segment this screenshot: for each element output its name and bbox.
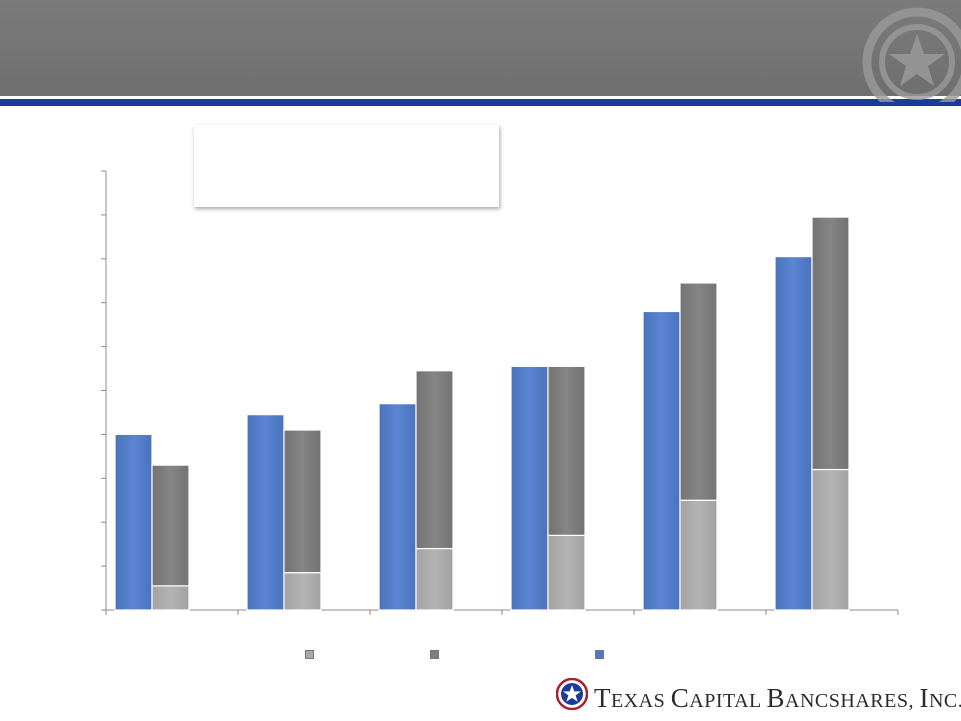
bar-blue-s0-c5 <box>774 256 813 611</box>
bar-gray-s1-c1 <box>283 429 322 574</box>
bar-blue-s0-c2 <box>378 403 417 611</box>
bar-blue-s0-c3 <box>510 365 549 611</box>
brand-initial-1: T <box>594 683 611 713</box>
bar-gray-s0-c0 <box>151 585 190 611</box>
bar-gray-s0-c3 <box>547 534 586 611</box>
bar-blue-s0-c4 <box>642 310 681 611</box>
brand-initial-3: B <box>766 683 786 713</box>
bar-gray-s1-c2 <box>415 370 454 550</box>
bar-gray-s0-c5 <box>811 468 850 611</box>
bar-gray-s1-c4 <box>679 282 718 501</box>
bar-gray-s0-c4 <box>679 499 718 611</box>
bar-gray-s1-c3 <box>547 365 586 536</box>
chart-legend <box>0 648 961 662</box>
brand-rest-2: APITAL <box>689 690 767 712</box>
company-brand: TEXAS CAPITAL BANCSHARES, INC.® <box>555 677 961 713</box>
brand-rest-3: ANCSHARES, <box>785 690 920 712</box>
bar-gray-s1-c5 <box>811 216 850 471</box>
callout-box <box>194 125 499 207</box>
header-divider-white <box>0 96 961 99</box>
company-name: TEXAS CAPITAL BANCSHARES, INC.® <box>594 683 961 714</box>
bar-gray-s0-c1 <box>283 572 322 611</box>
header-divider-blue <box>0 99 961 106</box>
legend-swatch-blue <box>595 650 604 659</box>
bar-blue-s0-c0 <box>114 433 153 611</box>
legend-swatch-dark-gray <box>430 650 439 659</box>
bar-gray-s1-c0 <box>151 464 190 587</box>
star-seal-icon <box>555 677 589 711</box>
star-seal-icon <box>862 4 961 102</box>
brand-rest-4: NC. <box>928 690 961 712</box>
bar-gray-s0-c2 <box>415 547 454 611</box>
bar-blue-s0-c1 <box>246 414 285 611</box>
header-band <box>0 0 961 96</box>
legend-swatch-light-gray <box>305 650 314 659</box>
brand-initial-4: I <box>919 683 929 713</box>
brand-initial-2: C <box>670 683 690 713</box>
brand-rest-1: EXAS <box>611 690 671 712</box>
